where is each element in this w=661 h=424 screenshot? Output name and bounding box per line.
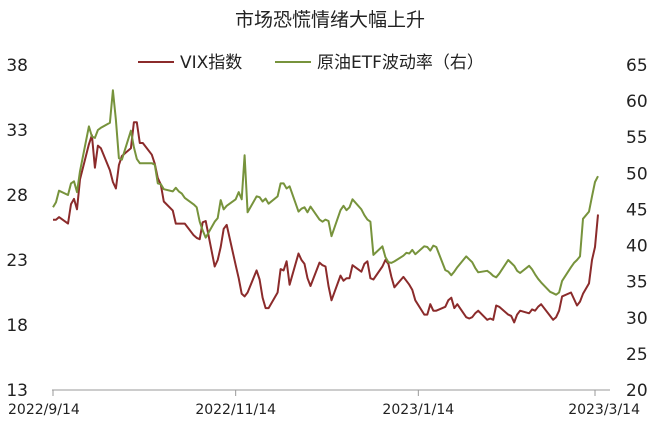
- legend: VIX指数 原油ETF波动率（右）: [138, 53, 484, 73]
- right-tick-label: 20: [626, 381, 648, 401]
- left-tick-label: 38: [6, 56, 28, 76]
- x-tick-label: 2023/3/14: [568, 402, 640, 418]
- left-tick-label: 13: [6, 381, 28, 401]
- x-tick-label: 2022/11/14: [195, 402, 276, 418]
- legend-label-ovx: 原油ETF波动率（右）: [317, 53, 484, 73]
- right-tick-label: 60: [626, 92, 648, 112]
- series-line-ovx: [52, 89, 599, 296]
- right-tick-label: 45: [626, 200, 648, 220]
- left-axis-ticks: 13 18 23 28 33 38: [6, 56, 28, 401]
- series-group: [52, 89, 599, 324]
- legend-label-vix: VIX指数: [180, 53, 242, 73]
- right-tick-label: 25: [626, 345, 648, 365]
- right-axis-ticks: 20 25 30 35 40 45 50 55 60 65: [626, 56, 648, 401]
- x-tick-label: 2022/9/14: [8, 402, 80, 418]
- left-tick-label: 28: [6, 186, 28, 206]
- right-tick-label: 40: [626, 237, 648, 257]
- x-axis-ticks: 2022/9/14 2022/11/14 2023/1/14 2023/3/14: [8, 390, 640, 418]
- right-tick-label: 30: [626, 309, 648, 329]
- right-tick-label: 55: [626, 128, 648, 148]
- right-tick-label: 65: [626, 56, 648, 76]
- left-tick-label: 33: [6, 121, 28, 141]
- left-tick-label: 23: [6, 251, 28, 271]
- chart-title: 市场恐慌情绪大幅上升: [235, 9, 425, 31]
- x-tick-label: 2023/1/14: [382, 402, 454, 418]
- left-tick-label: 18: [6, 316, 28, 336]
- right-tick-label: 50: [626, 164, 648, 184]
- right-tick-label: 35: [626, 273, 648, 293]
- series-line-vix: [53, 121, 599, 324]
